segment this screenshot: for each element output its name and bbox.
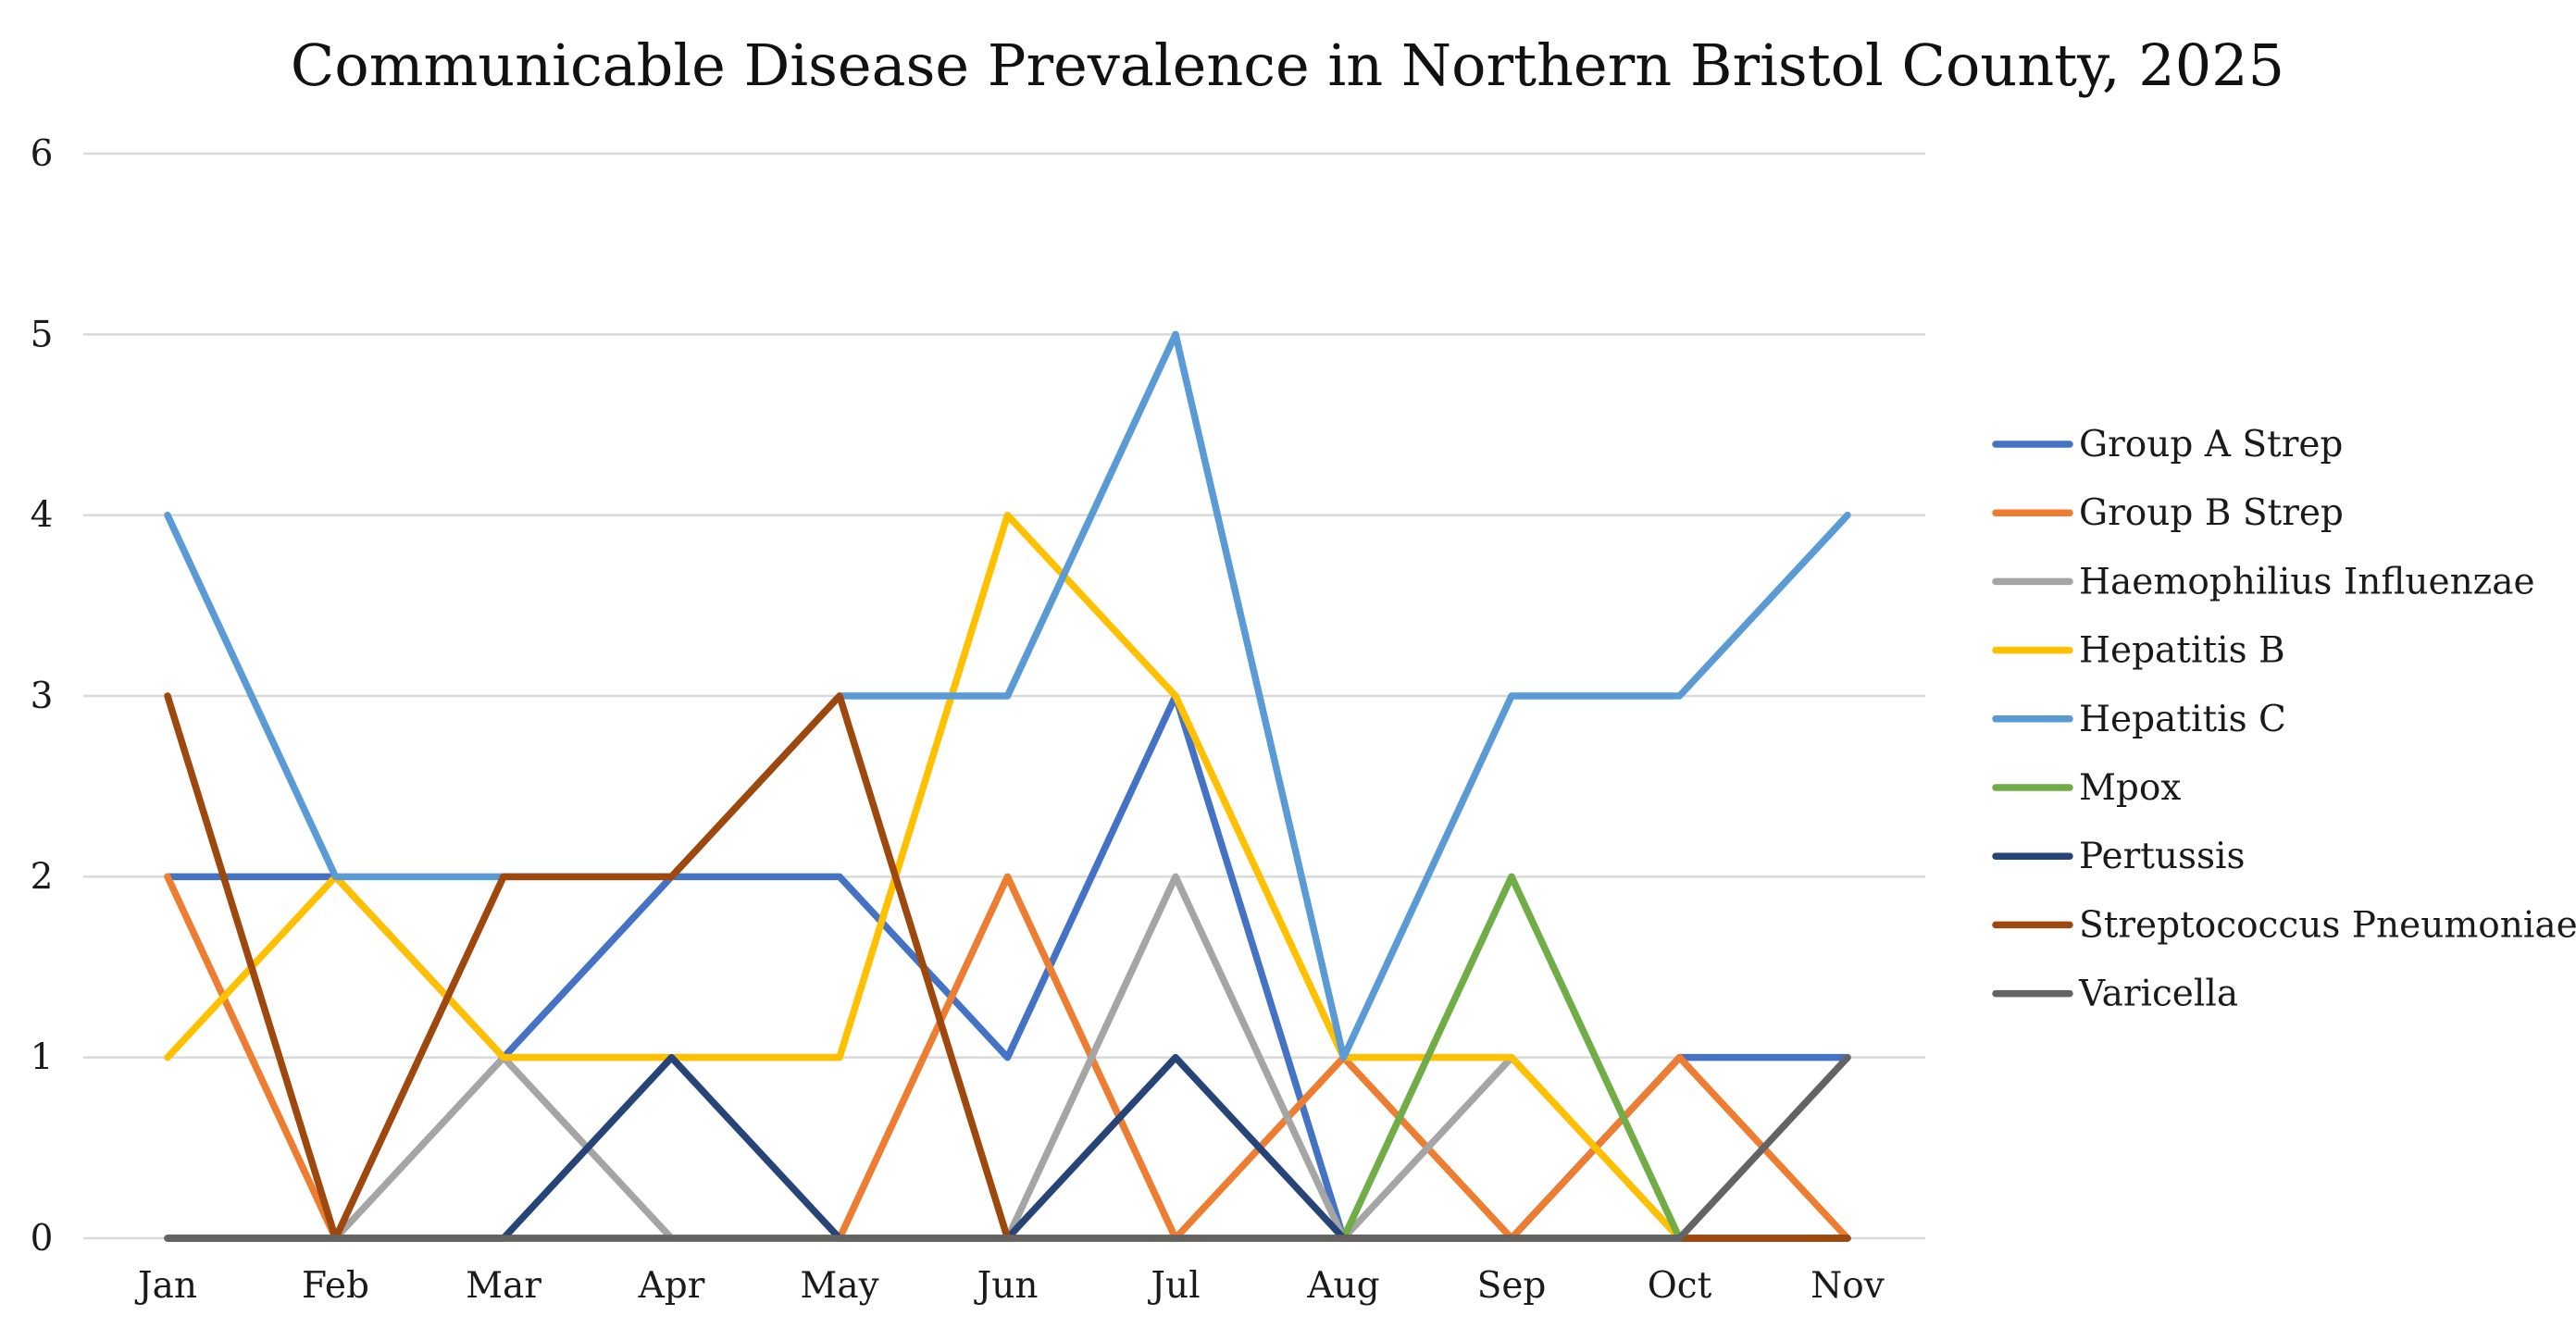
y-tick-label: 0 [31, 1218, 54, 1260]
y-tick-label: 1 [31, 1037, 54, 1079]
legend-item: Hepatitis B [1992, 630, 2285, 672]
legend-item: Haemophilius Influenzae [1992, 561, 2535, 602]
x-tick-label: Nov [1811, 1265, 1885, 1307]
chart-title: Communicable Disease Prevalence in North… [291, 31, 2284, 99]
legend-item: Group A Strep [1992, 424, 2343, 465]
series-line-hepatitis-c [164, 330, 1851, 1061]
x-tick-label: Feb [302, 1265, 369, 1307]
y-tick-label: 6 [31, 133, 54, 175]
legend-label: Haemophilius Influenzae [2079, 561, 2535, 602]
legend: Group A Strep Group B Strep Haemophilius I… [1992, 424, 2576, 1015]
legend-item: Mpox [1992, 767, 2181, 809]
x-tick-label: Mar [466, 1265, 541, 1307]
x-tick-label: Sep [1477, 1265, 1547, 1307]
legend-label: Group A Strep [2079, 424, 2343, 465]
legend-label: Hepatitis B [2079, 630, 2285, 672]
legend-label: Varicella [2078, 974, 2238, 1015]
legend-label: Hepatitis C [2079, 699, 2286, 740]
y-axis-ticks: 0 1 2 3 4 5 6 [31, 133, 54, 1260]
x-tick-label: Oct [1648, 1265, 1712, 1307]
legend-item: Group B Strep [1992, 492, 2344, 534]
series-line-varicella [164, 1053, 1851, 1242]
x-tick-label: Aug [1306, 1265, 1379, 1307]
y-tick-label: 3 [31, 676, 54, 717]
x-tick-label: Apr [638, 1265, 705, 1307]
series-lines [164, 330, 1851, 1242]
x-tick-label: May [800, 1265, 878, 1307]
x-tick-label: Jan [134, 1265, 197, 1307]
x-tick-label: Jul [1147, 1265, 1200, 1307]
x-tick-label: Jun [974, 1265, 1039, 1307]
x-axis-ticks: Jan Feb Mar Apr May Jun Jul Aug Sep Oct Nov [134, 1265, 1885, 1307]
legend-label: Pertussis [2079, 836, 2246, 877]
legend-item: Varicella [1992, 974, 2238, 1015]
y-tick-label: 4 [31, 495, 54, 537]
legend-item: Hepatitis C [1992, 699, 2286, 740]
legend-item: Streptococcus Pneumoniae [1992, 904, 2576, 946]
legend-label: Streptococcus Pneumoniae [2079, 904, 2576, 946]
legend-item: Pertussis [1992, 836, 2246, 877]
y-tick-label: 5 [31, 314, 54, 355]
legend-label: Group B Strep [2079, 492, 2344, 534]
legend-label: Mpox [2079, 767, 2181, 809]
y-tick-label: 2 [31, 856, 54, 898]
